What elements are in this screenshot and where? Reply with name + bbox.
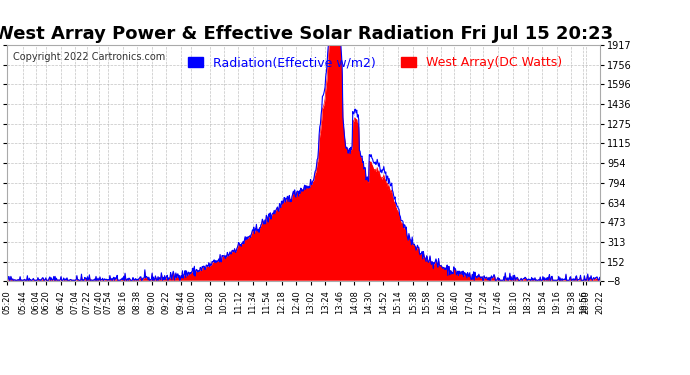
Title: West Array Power & Effective Solar Radiation Fri Jul 15 20:23: West Array Power & Effective Solar Radia… bbox=[0, 26, 613, 44]
Text: Copyright 2022 Cartronics.com: Copyright 2022 Cartronics.com bbox=[13, 52, 165, 62]
Legend: Radiation(Effective w/m2), West Array(DC Watts): Radiation(Effective w/m2), West Array(DC… bbox=[183, 51, 566, 74]
